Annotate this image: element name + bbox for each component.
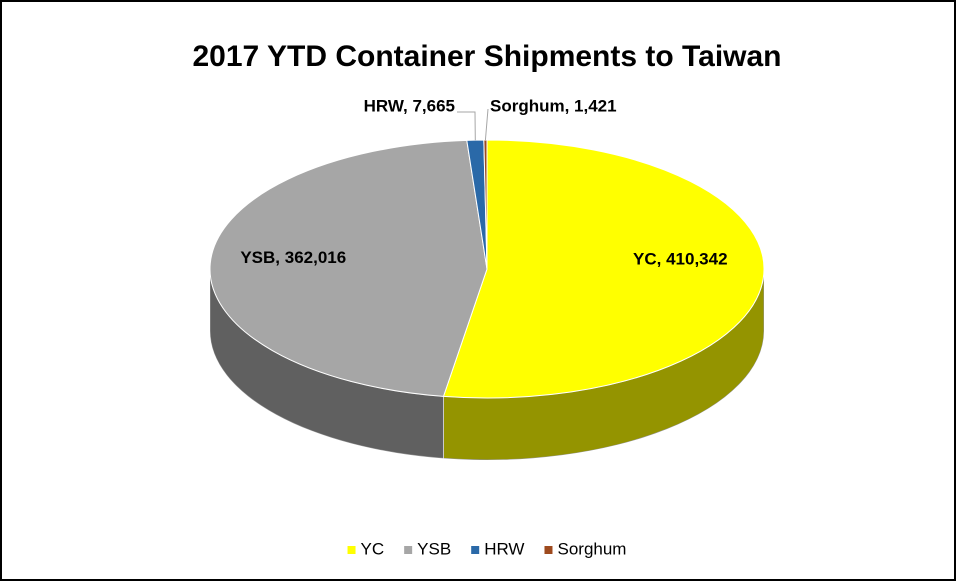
legend-label: YC xyxy=(361,539,385,558)
legend-label: Sorghum xyxy=(557,539,626,558)
legend-label: HRW xyxy=(484,539,524,558)
data-label: YSB, 362,016 xyxy=(240,248,346,267)
data-label: YC, 410,342 xyxy=(633,250,728,269)
legend-swatch xyxy=(544,546,553,554)
legend-swatch xyxy=(347,546,356,554)
chart-title: 2017 YTD Container Shipments to Taiwan xyxy=(192,40,781,73)
slice-side-shade xyxy=(443,269,764,460)
legend-swatch xyxy=(471,546,480,554)
data-label: HRW, 7,665 xyxy=(364,96,455,115)
leader-line xyxy=(457,111,476,141)
slice-side-shade xyxy=(209,269,444,459)
legend-label: YSB xyxy=(417,539,451,558)
slice xyxy=(442,139,765,399)
data-label: Sorghum, 1,421 xyxy=(490,96,617,115)
leader-line xyxy=(484,108,489,141)
legend-swatch xyxy=(404,546,413,554)
slice xyxy=(209,139,488,397)
